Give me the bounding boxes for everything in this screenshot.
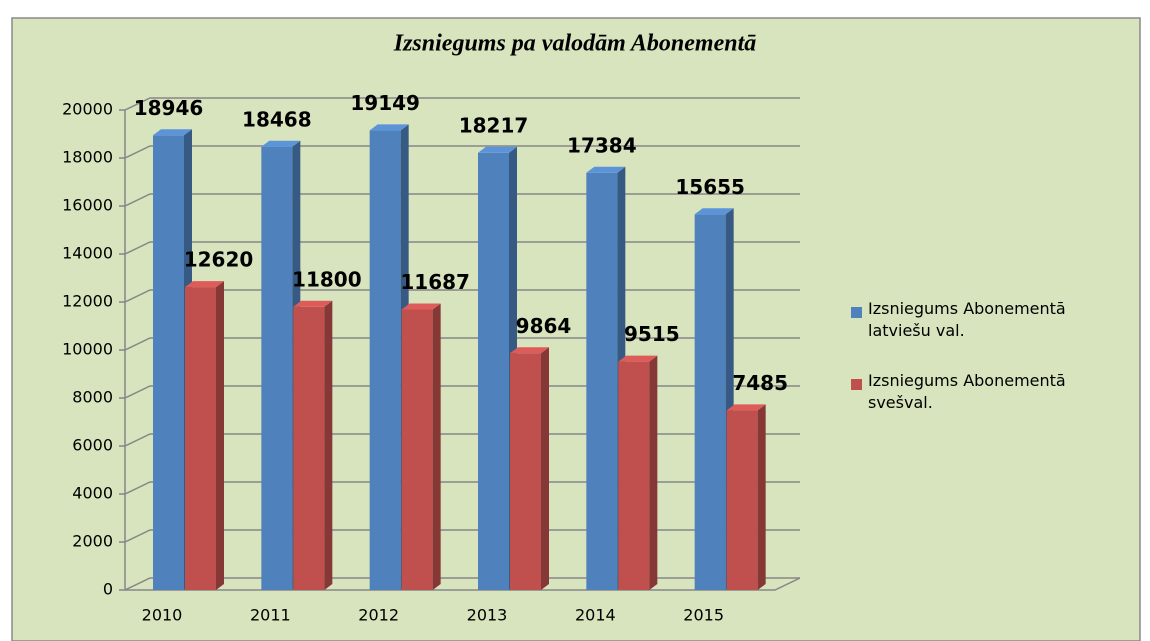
y-tick-label: 20000 <box>62 100 113 119</box>
grid-line <box>124 577 800 591</box>
bar-front <box>586 172 618 590</box>
grid-line <box>124 481 800 495</box>
bar-front <box>185 287 216 590</box>
x-tick-label: 2015 <box>683 606 724 625</box>
value-label: 18217 <box>459 113 529 137</box>
bar-top <box>726 404 766 411</box>
bar-top <box>401 303 441 310</box>
bar-top <box>369 124 409 131</box>
x-tick-label: 2014 <box>575 606 616 625</box>
bar-side <box>432 303 441 590</box>
y-tick-label: 18000 <box>62 148 113 167</box>
y-tick-label: 10000 <box>62 340 113 359</box>
bar <box>694 208 734 590</box>
bar-top <box>510 347 549 354</box>
chart-title: Izsniegums pa valodām Abonementā <box>393 31 756 57</box>
bar-side <box>216 281 224 590</box>
value-label: 17384 <box>567 133 637 157</box>
grid-line <box>124 241 800 255</box>
legend-swatch <box>851 379 862 390</box>
y-tick-label: 16000 <box>62 196 113 215</box>
grid-line <box>124 433 800 447</box>
bar <box>185 281 224 590</box>
bar-side <box>324 300 333 590</box>
value-label: 12620 <box>184 248 254 272</box>
bar-top <box>478 146 517 153</box>
bar <box>510 347 549 590</box>
x-tick-label: 2010 <box>142 606 183 625</box>
bar <box>618 355 658 590</box>
value-label: 15655 <box>675 175 745 199</box>
bar-front <box>401 309 433 590</box>
y-tick-label: 12000 <box>62 292 113 311</box>
bar-top <box>618 355 658 362</box>
bar <box>401 303 441 590</box>
bar-front <box>618 361 650 590</box>
bar-top <box>694 208 734 215</box>
bar-front <box>726 410 758 590</box>
bar-front <box>478 152 509 591</box>
value-label: 9864 <box>516 314 572 338</box>
bar-front <box>293 306 325 590</box>
legend-entry: Izsniegums Abonementā svešval. <box>868 371 1066 412</box>
bar <box>153 129 192 590</box>
legend-entry: Izsniegums Abonementā latviešu val. <box>868 299 1066 340</box>
legend-label: Izsniegums Abonementā svešval. <box>868 371 1066 412</box>
bar-top <box>261 140 301 147</box>
grid-line <box>124 337 800 351</box>
bar-top <box>586 166 626 173</box>
y-tick-label: 14000 <box>62 244 113 263</box>
bar <box>726 404 766 590</box>
y-tick-label: 6000 <box>72 436 113 455</box>
value-label: 7485 <box>732 371 788 395</box>
value-label: 9515 <box>624 322 680 346</box>
bar-side <box>541 347 549 590</box>
value-label: 11687 <box>400 270 470 294</box>
y-tick-label: 2000 <box>72 532 113 551</box>
x-tick-label: 2011 <box>250 606 291 625</box>
value-label: 19149 <box>350 91 420 115</box>
floor <box>125 577 801 591</box>
value-label: 18468 <box>242 107 312 131</box>
bar-front <box>153 135 184 590</box>
x-tick-label: 2013 <box>467 606 508 625</box>
x-tick-label: 2012 <box>358 606 399 625</box>
y-tick-label: 4000 <box>72 484 113 503</box>
grid-line <box>124 97 800 111</box>
legend-swatch <box>851 307 862 318</box>
bar-top <box>153 129 192 136</box>
bar-side <box>757 404 766 590</box>
bar-front <box>510 353 541 590</box>
y-tick-label: 8000 <box>72 388 113 407</box>
bar <box>293 300 333 590</box>
grid-line <box>124 385 800 399</box>
bar-top <box>185 281 224 288</box>
value-label: 18946 <box>134 96 204 120</box>
grid-line <box>124 193 800 207</box>
bar-front <box>261 146 293 590</box>
grid-line <box>124 145 800 159</box>
bar-front <box>369 130 401 590</box>
grid-line <box>124 529 800 543</box>
value-label: 11800 <box>292 267 362 291</box>
legend-label: Izsniegums Abonementā latviešu val. <box>868 299 1066 340</box>
y-tick-label: 0 <box>103 580 113 599</box>
grid-line <box>124 289 800 303</box>
bar-top <box>293 300 333 307</box>
bar-front <box>694 214 726 590</box>
bar-side <box>649 355 658 590</box>
